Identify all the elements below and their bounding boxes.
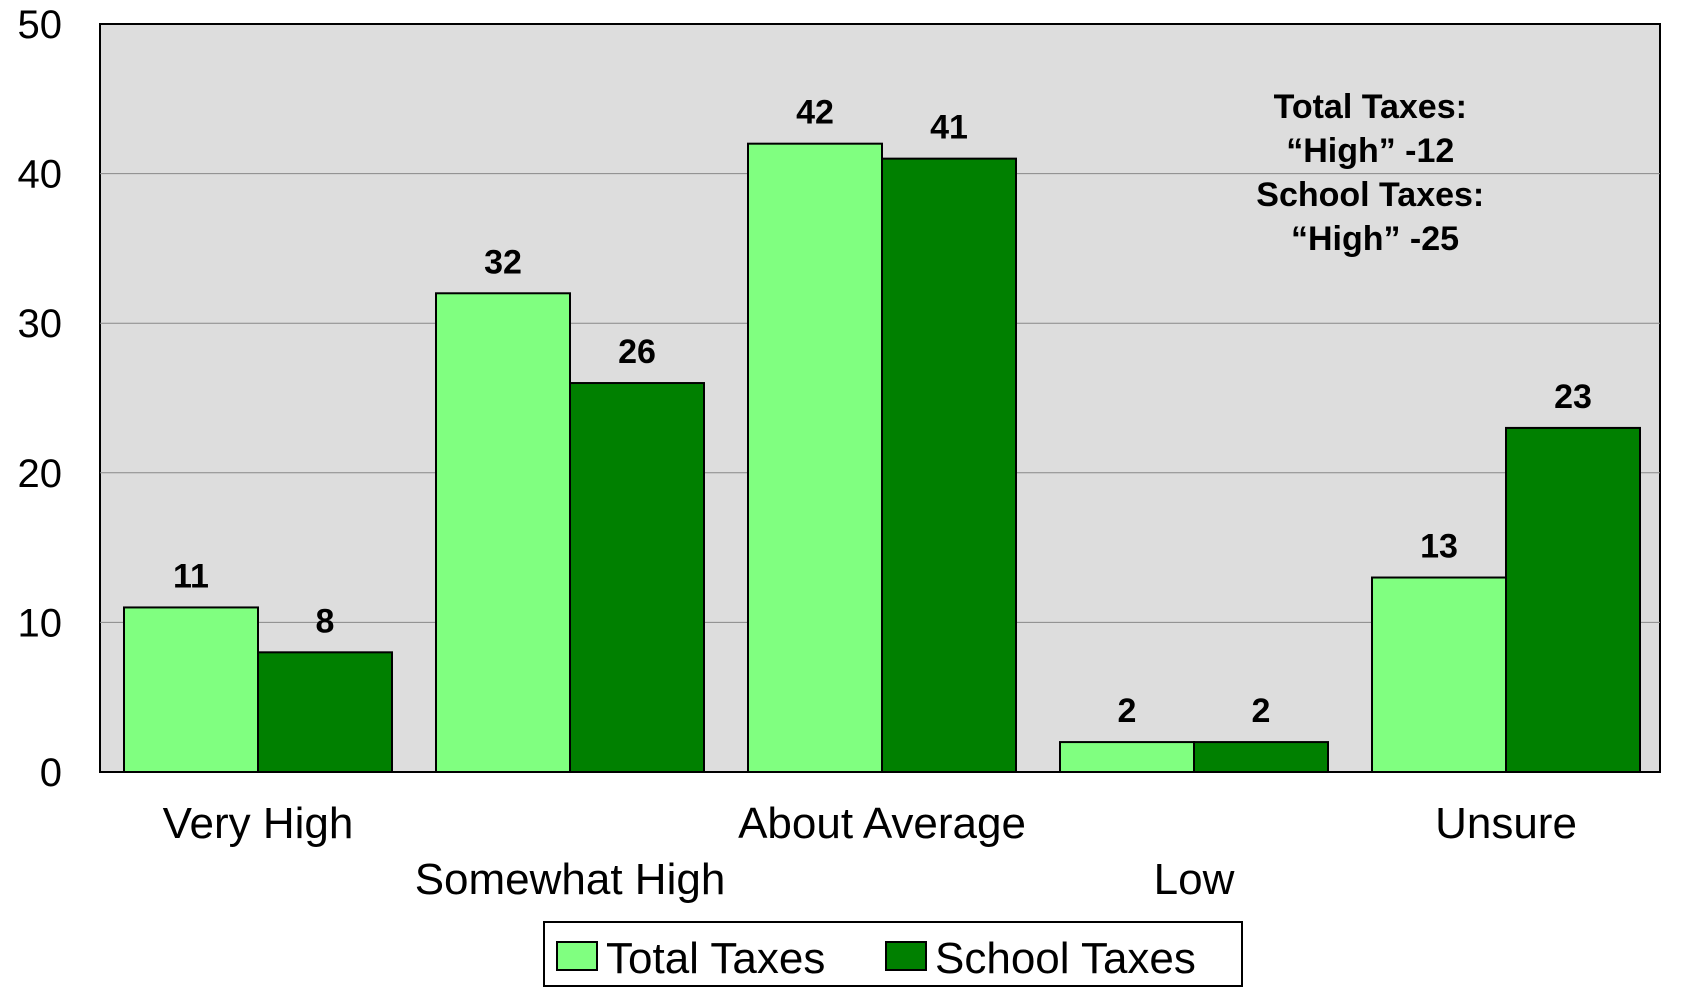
annotation-line-1: Total Taxes: [1274, 88, 1467, 126]
x-tick-label: Very High [163, 799, 354, 848]
legend: Total Taxes School Taxes [543, 921, 1243, 987]
bar-total-taxes [435, 292, 571, 773]
bar-school-taxes [257, 651, 393, 774]
annotation: Total Taxes: “High” -12 School Taxes: “H… [1256, 88, 1493, 258]
legend-swatch-total-taxes [556, 941, 598, 971]
annotation-line-2: “High” -12 [1286, 132, 1454, 170]
data-label: 23 [1554, 378, 1592, 416]
data-label: 41 [930, 109, 968, 147]
bars [123, 142, 1641, 774]
bar-school-taxes [569, 382, 705, 773]
data-label: 26 [618, 333, 656, 371]
legend-swatch-school-taxes [885, 941, 927, 971]
annotation-line-3: School Taxes: [1256, 176, 1484, 214]
bar-school-taxes [1505, 426, 1641, 773]
bar-total-taxes [1371, 576, 1507, 774]
data-label: 42 [796, 94, 834, 132]
y-tick-label: 40 [18, 153, 63, 197]
x-tick-label: About Average [738, 799, 1026, 848]
data-label: 11 [173, 557, 209, 595]
data-labels: 11 8 32 26 42 41 2 2 13 23 [173, 94, 1592, 730]
data-label: 2 [1118, 692, 1137, 730]
y-tick-label: 10 [18, 601, 63, 645]
y-tick-label: 20 [18, 452, 63, 496]
x-tick-label: Unsure [1435, 799, 1577, 848]
x-tick-label: Somewhat High [415, 855, 726, 904]
y-tick-label: 0 [40, 751, 62, 795]
data-label: 2 [1252, 692, 1271, 730]
bar-total-taxes [747, 142, 883, 773]
bar-school-taxes [1193, 741, 1329, 774]
legend-label-school-taxes: School Taxes [935, 934, 1196, 983]
y-tick-label: 50 [18, 3, 63, 47]
bar-school-taxes [881, 157, 1017, 773]
x-tick-label: Low [1154, 855, 1235, 904]
data-label: 13 [1420, 528, 1458, 566]
legend-label-total-taxes: Total Taxes [606, 934, 825, 983]
data-label: 32 [484, 243, 522, 281]
annotation-line-4: “High” -25 [1291, 220, 1459, 258]
y-axis-ticks: 0 10 20 30 40 50 [18, 3, 63, 795]
data-label: 8 [316, 602, 335, 640]
bar-total-taxes [1059, 741, 1195, 774]
bar-total-taxes [123, 606, 259, 773]
y-tick-label: 30 [18, 302, 63, 346]
